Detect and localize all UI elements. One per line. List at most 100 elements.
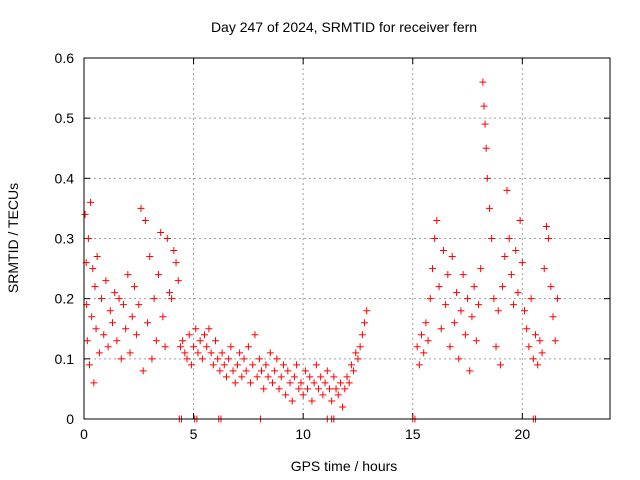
data-point — [209, 361, 217, 369]
data-point — [238, 373, 246, 381]
data-point — [459, 271, 467, 279]
plot-frame — [83, 57, 611, 420]
data-point — [352, 349, 360, 357]
data-point — [124, 271, 132, 279]
data-point — [111, 289, 119, 297]
data-point — [540, 265, 548, 273]
data-point — [181, 349, 189, 357]
data-point — [536, 337, 544, 345]
data-point — [518, 259, 526, 267]
y-tick-label: 0.5 — [55, 110, 75, 126]
data-point — [363, 307, 371, 315]
data-point — [507, 271, 515, 279]
data-point — [330, 373, 338, 381]
data-point — [464, 295, 472, 303]
data-point — [288, 397, 296, 405]
data-point — [115, 295, 123, 303]
data-point — [466, 367, 474, 375]
data-point — [192, 325, 200, 333]
data-point — [168, 295, 176, 303]
data-point — [98, 295, 106, 303]
data-point — [461, 331, 469, 339]
data-point — [437, 325, 445, 333]
data-point — [310, 379, 318, 387]
data-point — [527, 295, 535, 303]
data-point — [284, 367, 292, 375]
data-point — [304, 385, 312, 393]
data-point — [244, 343, 252, 351]
data-point — [301, 367, 309, 375]
data-point — [286, 379, 294, 387]
x-axis-label: GPS time / hours — [291, 458, 398, 474]
data-point — [108, 319, 116, 327]
data-point — [231, 379, 239, 387]
data-point — [122, 325, 130, 333]
data-point — [93, 253, 101, 261]
data-point — [413, 343, 421, 351]
data-point — [470, 283, 478, 291]
data-point — [247, 379, 255, 387]
data-point — [453, 289, 461, 297]
data-point — [496, 361, 504, 369]
data-point — [485, 204, 493, 212]
data-point — [95, 349, 103, 357]
data-point — [233, 361, 241, 369]
data-point — [275, 385, 283, 393]
data-point — [183, 355, 191, 363]
data-point — [214, 355, 222, 363]
x-tick-label: 0 — [80, 426, 88, 442]
x-tick-label: 10 — [295, 426, 311, 442]
data-point — [137, 204, 145, 212]
data-point — [128, 313, 136, 321]
data-point — [207, 349, 215, 357]
data-point — [161, 343, 169, 351]
data-point — [88, 313, 96, 321]
data-point — [104, 343, 112, 351]
data-point — [102, 277, 110, 285]
data-point — [503, 186, 511, 194]
data-point — [422, 319, 430, 327]
data-point — [529, 355, 537, 363]
data-point — [196, 337, 204, 345]
data-point — [130, 283, 138, 291]
data-point — [488, 235, 496, 242]
data-point — [420, 349, 428, 357]
data-point — [439, 247, 447, 255]
data-point — [216, 367, 224, 375]
data-point — [545, 235, 553, 242]
data-point — [435, 283, 443, 291]
data-point — [159, 313, 167, 321]
data-point — [444, 271, 452, 279]
data-point — [356, 343, 364, 351]
data-point — [334, 391, 342, 399]
data-point — [531, 331, 539, 339]
data-point — [431, 235, 439, 242]
data-point — [258, 367, 266, 375]
data-point — [514, 289, 522, 297]
data-point — [492, 343, 500, 351]
data-point — [319, 391, 327, 399]
data-point — [225, 355, 233, 363]
data-point — [119, 301, 127, 309]
data-point — [551, 337, 559, 345]
data-point — [336, 379, 344, 387]
data-point — [472, 337, 480, 345]
data-point — [341, 385, 349, 393]
data-point — [358, 331, 366, 339]
data-point — [155, 271, 163, 279]
data-point — [339, 403, 347, 411]
y-tick-label: 0.2 — [55, 291, 75, 307]
data-point — [179, 337, 187, 345]
data-point — [521, 307, 529, 315]
data-point — [361, 319, 369, 327]
data-point — [229, 367, 237, 375]
data-point — [354, 355, 362, 363]
data-point — [146, 253, 154, 261]
data-point — [483, 174, 491, 182]
data-point — [163, 235, 171, 242]
data-point — [176, 343, 184, 351]
data-point — [426, 295, 434, 303]
data-point — [315, 385, 323, 393]
data-point — [295, 385, 303, 393]
